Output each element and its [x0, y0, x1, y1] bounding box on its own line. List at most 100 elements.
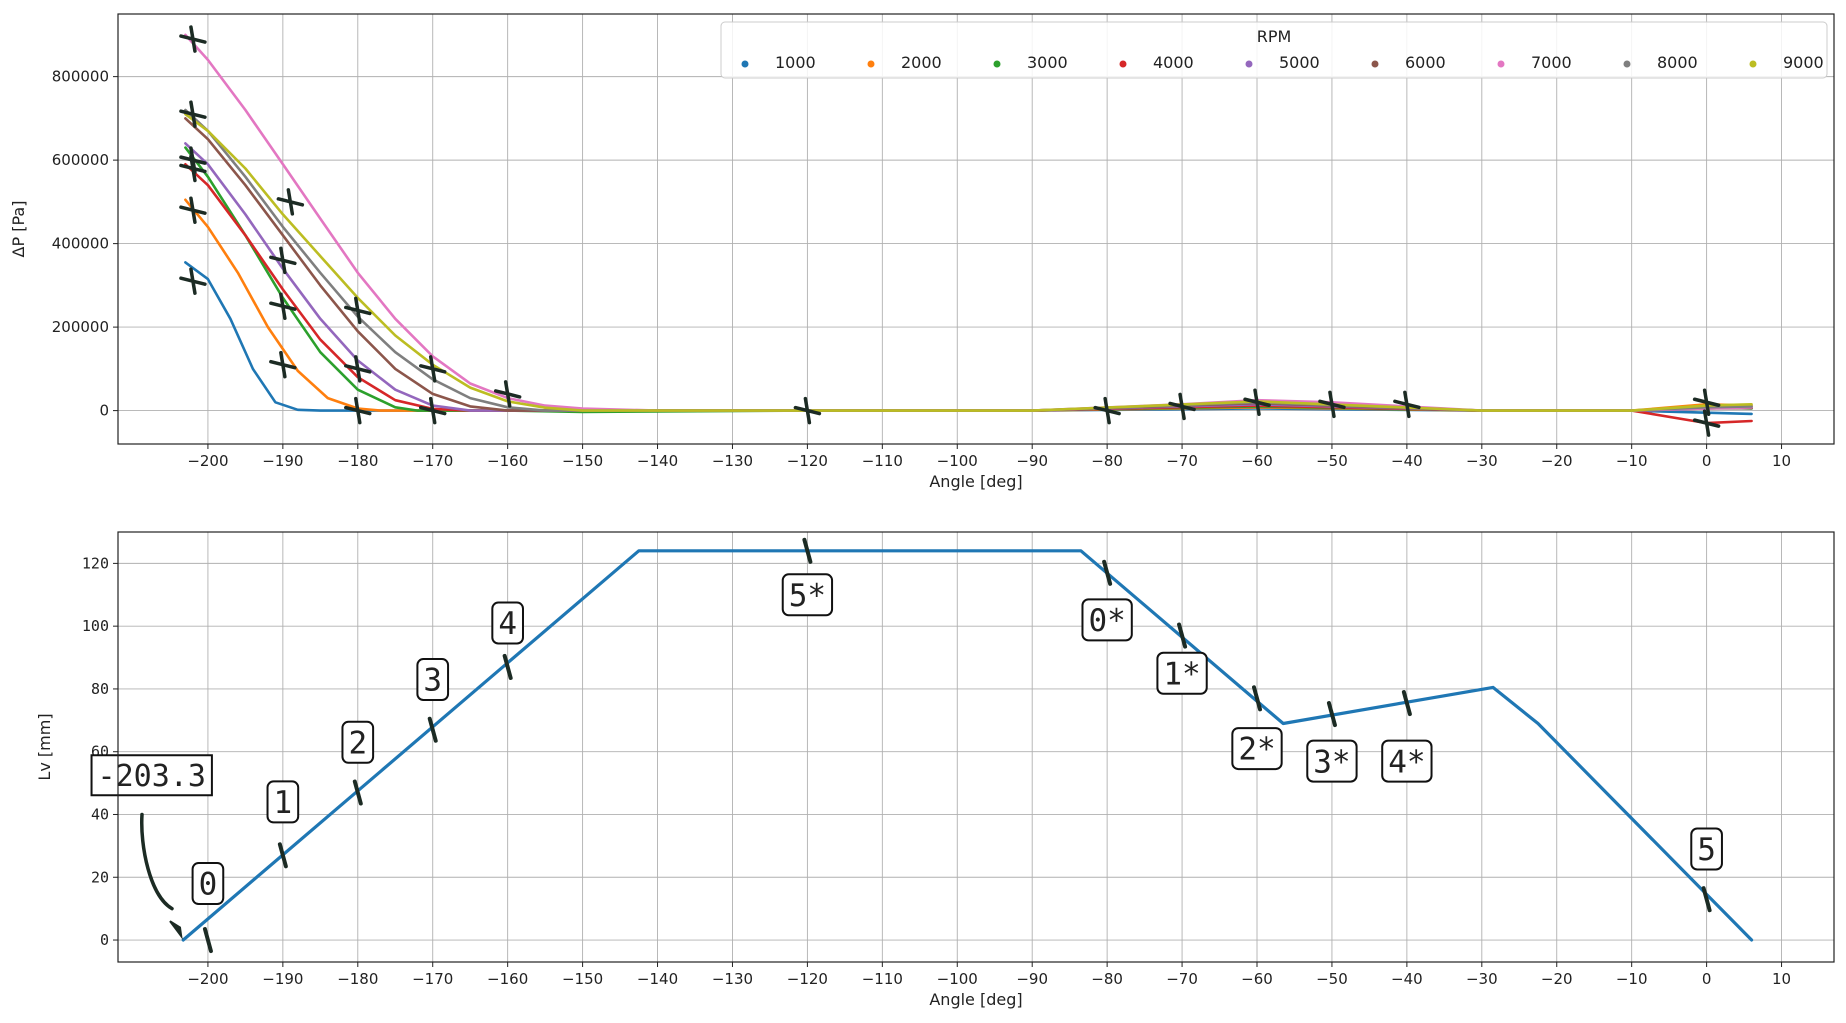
annotation-box [90, 754, 213, 797]
hand-mark [427, 716, 438, 743]
annotation-box [491, 601, 524, 645]
annotation-box [1156, 651, 1208, 695]
hand-mark [1326, 701, 1337, 728]
hand-mark [269, 246, 297, 275]
x-tick-label: −70 [1166, 970, 1198, 988]
hand-mark [418, 355, 447, 383]
x-tick-label: −120 [787, 452, 828, 470]
x-tick-label: −60 [1241, 970, 1273, 988]
annotation-box [1306, 739, 1358, 783]
x-tick-label: −140 [637, 970, 678, 988]
x-tick-label: −130 [712, 970, 753, 988]
y-tick-label: 120 [82, 554, 109, 572]
legend-label-9000: 9000 [1783, 53, 1824, 72]
x-tick-label: −120 [787, 970, 828, 988]
legend-marker-5000 [1245, 60, 1253, 68]
x-tick-label: −40 [1391, 452, 1423, 470]
x-tick-label: −90 [1016, 970, 1048, 988]
x-tick-label: −90 [1016, 452, 1048, 470]
y-tick-label: 20 [91, 868, 109, 886]
hand-mark [344, 296, 372, 325]
legend-label-3000: 3000 [1027, 53, 1068, 72]
x-tick-label: −80 [1091, 970, 1123, 988]
hand-mark [344, 396, 372, 425]
plot-frame [117, 13, 1835, 445]
legend-marker-4000 [1119, 60, 1127, 68]
series-line-1000 [184, 261, 1753, 416]
hand-mark [179, 25, 207, 53]
y-tick-label: 0 [100, 931, 109, 949]
x-tick-label: −50 [1316, 452, 1348, 470]
x-tick-label: −130 [712, 452, 753, 470]
y-axis-label: Lv [mm] [35, 713, 54, 780]
x-tick-label: −180 [337, 970, 378, 988]
hand-mark [1701, 886, 1712, 913]
annotation-box [341, 720, 375, 764]
legend-label-8000: 8000 [1657, 53, 1698, 72]
hand-mark [1177, 622, 1188, 649]
legend-label-1000: 1000 [775, 53, 816, 72]
series-line-2000 [184, 198, 1753, 412]
y-tick-label: 40 [91, 805, 109, 823]
legend-label-5000: 5000 [1279, 53, 1320, 72]
annotation-label: 5 [1697, 832, 1716, 868]
annotation-arrowhead [169, 920, 183, 940]
hand-mark [1692, 388, 1721, 417]
lift-curve-0 [181, 549, 1754, 942]
hand-mark [1393, 390, 1421, 419]
legend: RPM 1000 2000 3000 4000 5000 6000 7000 8000 9000 [720, 21, 1828, 79]
legend-marker-3000 [993, 60, 1001, 68]
hand-mark [269, 292, 297, 320]
y-tick-label: 0 [99, 402, 109, 420]
hand-mark [352, 779, 363, 806]
x-tick-label: −10 [1616, 452, 1648, 470]
legend-label-7000: 7000 [1531, 53, 1572, 72]
x-tick-label: −30 [1466, 452, 1498, 470]
annotation-label: 3* [1313, 744, 1350, 780]
annotation-box [1690, 827, 1723, 871]
x-tick-label: −50 [1316, 970, 1348, 988]
annotation-box [416, 658, 450, 702]
y-tick-label: 800000 [52, 68, 109, 86]
legend-marker-7000 [1497, 60, 1505, 68]
x-tick-label: −100 [937, 970, 978, 988]
legend-marker-6000 [1371, 60, 1379, 68]
hand-mark [1168, 392, 1196, 421]
y-tick-label: 200000 [52, 318, 109, 336]
hand-mark [1318, 390, 1346, 419]
hand-mark [179, 267, 207, 295]
annotation-label: 3 [423, 663, 442, 699]
x-tick-label: 10 [1772, 452, 1791, 470]
x-tick-label: −80 [1091, 452, 1123, 470]
x-tick-label: −180 [337, 452, 378, 470]
annotation-label: 5* [789, 578, 826, 614]
legend-marker-8000 [1623, 60, 1631, 68]
annotation-box [191, 862, 225, 906]
y-tick-label: 400000 [52, 235, 109, 253]
hand-mark [502, 653, 513, 680]
annotation-label: 1 [274, 785, 293, 821]
x-tick-label: −150 [562, 452, 603, 470]
y-axis-label: ΔP [Pa] [9, 201, 28, 258]
annotation-box [1381, 739, 1433, 783]
hand-mark [1692, 409, 1721, 437]
plot-frame [117, 531, 1835, 963]
x-tick-label: −170 [412, 452, 453, 470]
x-tick-label: −110 [862, 452, 903, 470]
x-tick-label: −160 [487, 970, 528, 988]
x-tick-label: −20 [1541, 970, 1573, 988]
series-line-9000 [184, 112, 1753, 412]
x-tick-label: −10 [1616, 970, 1648, 988]
x-tick-label: −110 [862, 970, 903, 988]
x-tick-label: 0 [1702, 452, 1712, 470]
hand-mark [493, 380, 522, 408]
x-axis-label: Angle [deg] [929, 472, 1022, 491]
x-tick-label: −150 [562, 970, 603, 988]
x-tick-label: −190 [262, 452, 303, 470]
legend-label-6000: 6000 [1405, 53, 1446, 72]
x-tick-label: −60 [1241, 452, 1273, 470]
annotation-box [1081, 598, 1133, 642]
x-tick-label: −20 [1541, 452, 1573, 470]
legend-marker-1000 [741, 60, 749, 68]
